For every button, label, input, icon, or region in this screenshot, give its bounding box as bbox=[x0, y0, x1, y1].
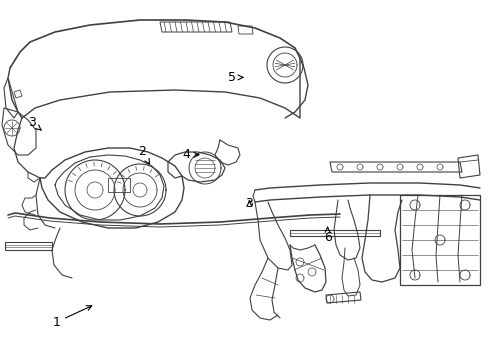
Text: 6: 6 bbox=[323, 227, 331, 244]
Text: 1: 1 bbox=[52, 306, 92, 329]
Polygon shape bbox=[289, 230, 379, 236]
Polygon shape bbox=[5, 242, 52, 250]
Text: 2: 2 bbox=[138, 145, 149, 164]
Polygon shape bbox=[325, 292, 360, 303]
Polygon shape bbox=[329, 162, 461, 172]
Text: 5: 5 bbox=[228, 71, 243, 84]
Text: 3: 3 bbox=[28, 116, 41, 130]
Text: 4: 4 bbox=[182, 148, 199, 161]
Text: 3: 3 bbox=[245, 197, 253, 210]
